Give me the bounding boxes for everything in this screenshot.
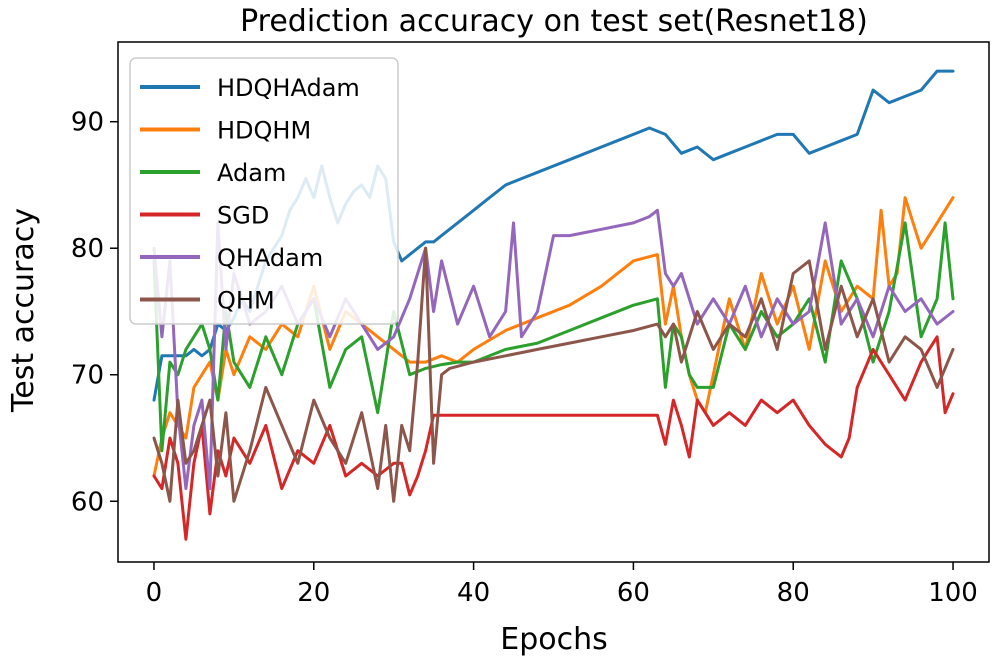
legend-label-hdqhm: HDQHM xyxy=(217,117,311,145)
x-tick-label: 20 xyxy=(297,578,330,608)
x-tick-label: 0 xyxy=(146,578,163,608)
legend-label-sgd: SGD xyxy=(217,202,269,230)
y-tick-label: 70 xyxy=(71,361,104,391)
legend-label-qhm: QHM xyxy=(217,287,275,315)
x-axis-label: Epochs xyxy=(500,622,608,657)
series-line-qhm xyxy=(152,246,955,503)
x-tick-label: 100 xyxy=(928,578,978,608)
legend-entries: HDQHAdam HDQHM Adam SGD QHAdam QHM xyxy=(140,74,360,315)
y-axis-label: Test accuracy xyxy=(6,208,41,413)
x-tick-label: 80 xyxy=(777,578,810,608)
x-axis: 0 20 40 60 80 100 xyxy=(146,562,978,608)
y-tick-label: 90 xyxy=(71,108,104,138)
x-tick-label: 60 xyxy=(617,578,650,608)
legend-label-hdqhadam: HDQHAdam xyxy=(217,74,360,102)
y-tick-label: 60 xyxy=(71,487,104,517)
plot-frame xyxy=(117,41,990,563)
y-tick-label: 80 xyxy=(71,234,104,264)
legend: HDQHAdam HDQHM Adam SGD QHAdam QHM xyxy=(129,57,399,325)
series-line-sgd xyxy=(152,335,955,541)
x-tick-label: 40 xyxy=(457,578,490,608)
chart-title: Prediction accuracy on test set(Resnet18… xyxy=(240,4,868,39)
y-axis: 60 70 80 90 xyxy=(71,108,118,517)
legend-label-qhadam: QHAdam xyxy=(217,244,323,272)
legend-label-adam: Adam xyxy=(217,159,286,187)
